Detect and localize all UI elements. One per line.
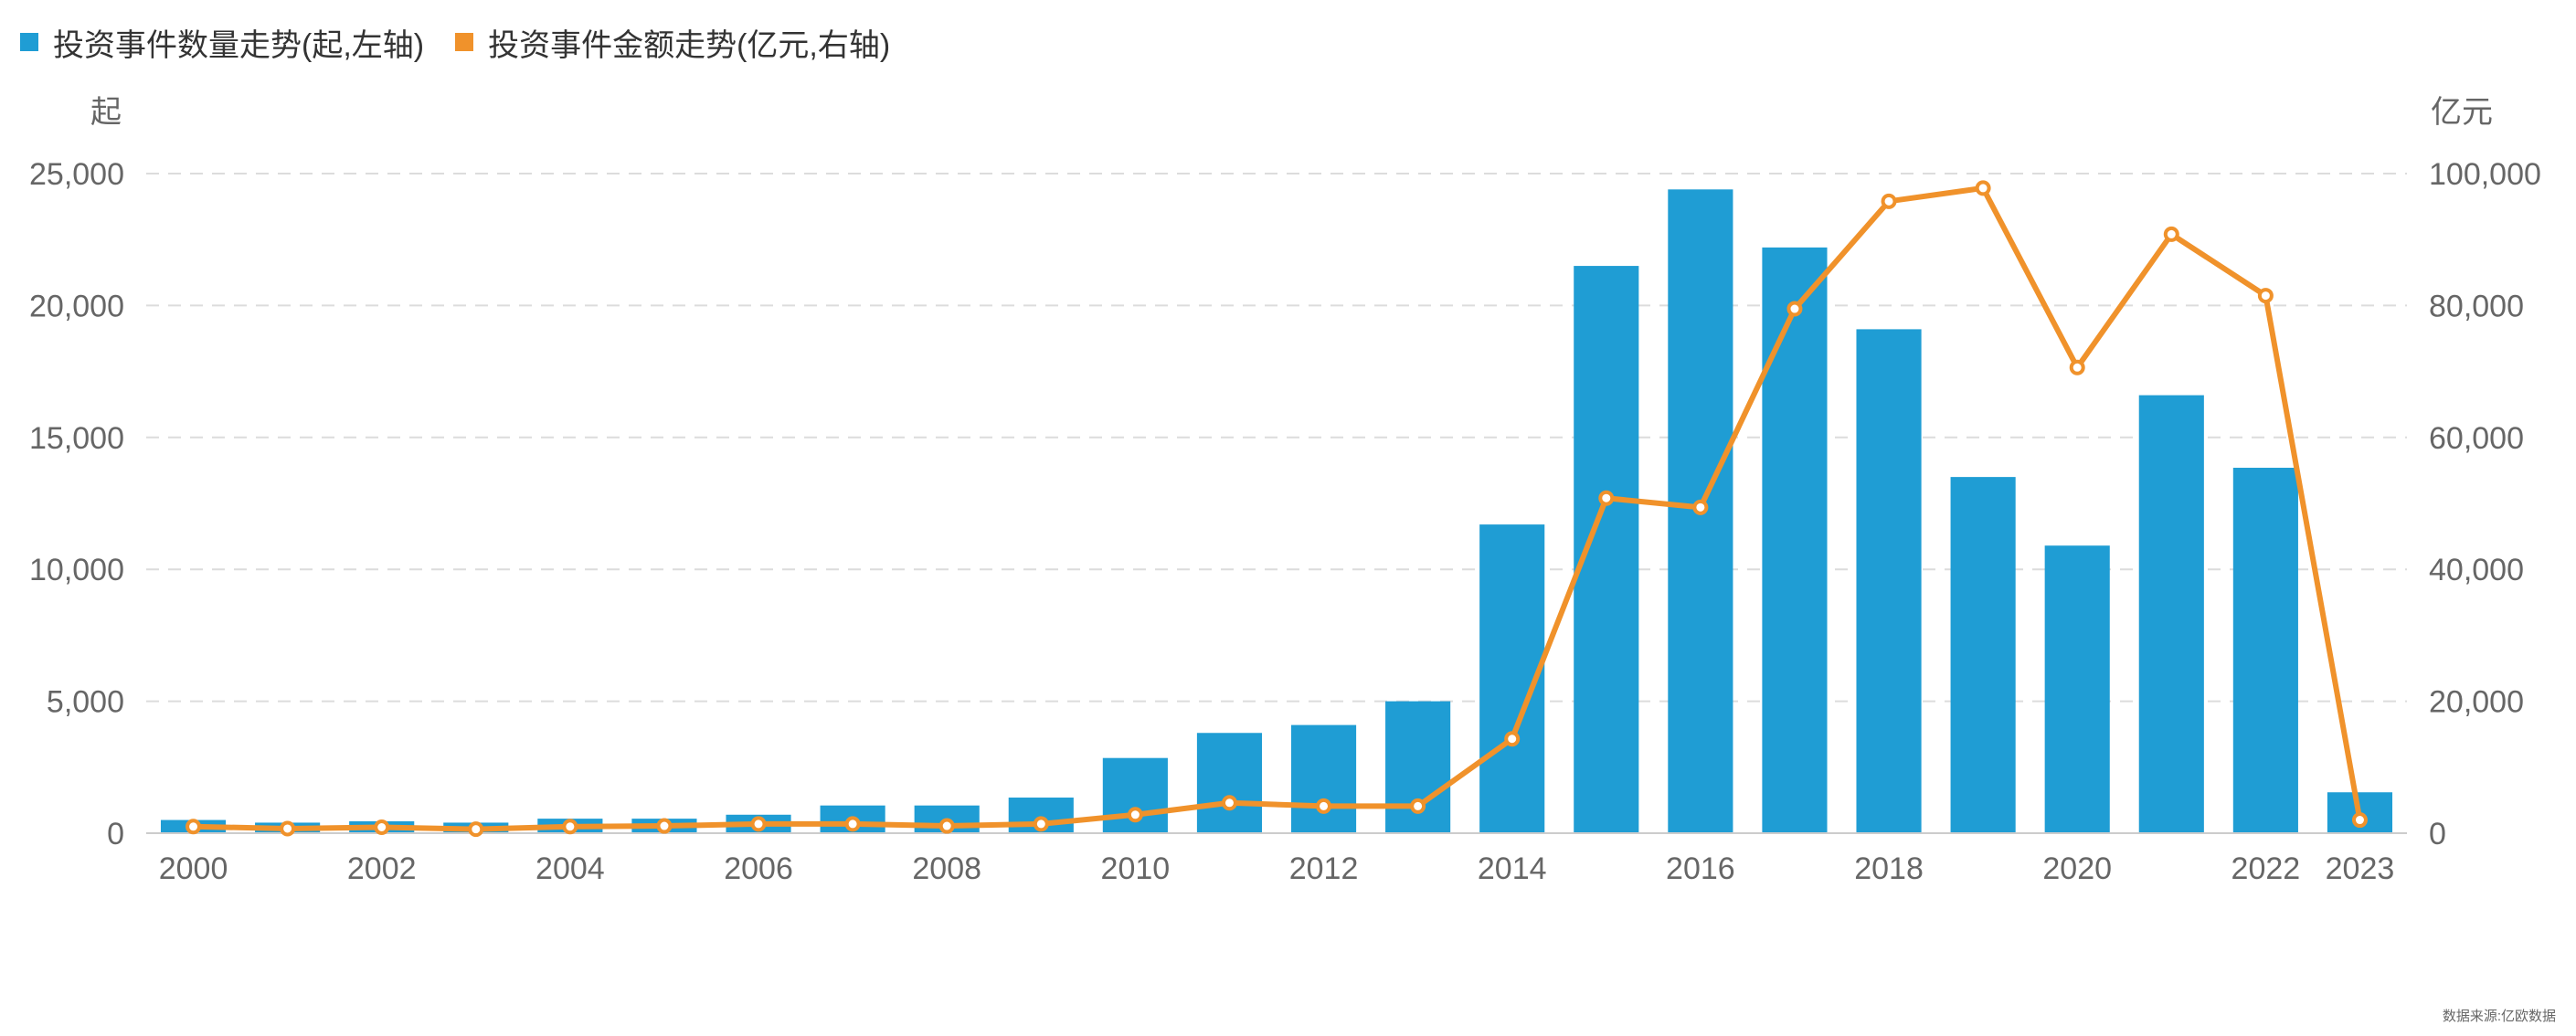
x-axis-tick-label: 2020 xyxy=(2042,851,2112,886)
bar-2012 xyxy=(1290,724,1357,833)
left-axis-unit: 起 xyxy=(90,95,122,130)
right-axis-tick-label: 0 xyxy=(2429,817,2446,851)
legend: 投资事件数量走势(起,左轴) 投资事件金额走势(亿元,右轴) xyxy=(20,16,921,68)
bar-2020 xyxy=(2044,545,2110,833)
data-source-note: 数据来源:亿欧数据 xyxy=(2442,1009,2556,1024)
line-point-2004 xyxy=(562,819,578,835)
x-axis-tick-label: 2010 xyxy=(1101,851,1171,886)
legend-label-count: 投资事件数量走势(起,左轴) xyxy=(53,27,425,63)
right-axis-ticks: 0 20,000 40,000 60,000 80,000 100,000 xyxy=(2429,157,2541,851)
line-point-2003 xyxy=(468,821,484,838)
line-point-2018 xyxy=(1881,193,1897,209)
x-axis-tick-label: 2004 xyxy=(535,851,605,886)
bar-2017 xyxy=(1762,247,1828,833)
line-point-2019 xyxy=(1975,180,1991,196)
line-point-2011 xyxy=(1221,795,1237,811)
line-point-2012 xyxy=(1316,798,1332,814)
line-series xyxy=(186,180,2368,838)
x-axis-tick-label: 2022 xyxy=(2231,851,2301,886)
right-axis-tick-label: 100,000 xyxy=(2429,157,2541,192)
line-point-2008 xyxy=(938,818,955,834)
line-point-2001 xyxy=(280,820,296,837)
line-point-2014 xyxy=(1504,731,1521,747)
line-point-2009 xyxy=(1033,816,1049,832)
right-axis-tick-label: 20,000 xyxy=(2429,685,2524,720)
line-point-2010 xyxy=(1127,807,1143,823)
x-axis-tick-label: 2018 xyxy=(1854,851,1924,886)
line-point-2016 xyxy=(1692,499,1709,515)
x-axis-tick-label: 2000 xyxy=(159,851,228,886)
x-axis-tick-label: 2016 xyxy=(1666,851,1735,886)
right-axis-tick-label: 80,000 xyxy=(2429,289,2524,323)
line-point-2005 xyxy=(656,818,673,834)
left-axis-tick-label: 0 xyxy=(107,817,124,851)
bar-series xyxy=(160,189,2393,834)
x-axis-tick-label: 2006 xyxy=(724,851,793,886)
line-point-2022 xyxy=(2257,288,2274,304)
legend-item-amount[interactable]: 投资事件金额走势(亿元,右轴) xyxy=(455,20,890,65)
bar-2021 xyxy=(2138,395,2204,833)
right-axis-tick-label: 60,000 xyxy=(2429,421,2524,456)
left-axis-tick-label: 25,000 xyxy=(29,157,124,192)
left-axis-tick-label: 15,000 xyxy=(29,421,124,456)
line-point-2002 xyxy=(374,819,390,836)
x-axis-tick-label: 2023 xyxy=(2326,851,2395,886)
amount-line xyxy=(193,185,2363,832)
bar-2022 xyxy=(2232,468,2298,833)
x-axis-tick-label: 2014 xyxy=(1478,851,1547,886)
line-point-2015 xyxy=(1598,490,1615,506)
axes: 起 亿元 xyxy=(90,95,2493,834)
right-axis-unit: 亿元 xyxy=(2431,95,2493,130)
x-axis-tick-label: 2012 xyxy=(1289,851,1359,886)
gridlines xyxy=(146,173,2407,703)
line-point-2023 xyxy=(2351,812,2368,829)
line-point-2020 xyxy=(2069,359,2085,375)
x-axis-tick-label: 2002 xyxy=(347,851,417,886)
left-axis-tick-label: 5,000 xyxy=(47,685,124,720)
x-axis-ticks: 2000 2002 2004 2006 2008 2010 2012 2014 2016 2018… xyxy=(159,851,2395,886)
x-axis-tick-label: 2008 xyxy=(912,851,981,886)
line-point-2017 xyxy=(1786,301,1803,317)
bar-series-swatch-icon xyxy=(20,33,38,51)
left-axis-tick-label: 10,000 xyxy=(29,553,124,587)
legend-item-count[interactable]: 投资事件数量走势(起,左轴) xyxy=(20,20,424,65)
line-point-2013 xyxy=(1410,798,1426,814)
line-point-2007 xyxy=(844,816,861,832)
right-axis-tick-label: 40,000 xyxy=(2429,553,2524,587)
bar-2011 xyxy=(1196,733,1263,833)
left-axis-ticks: 0 5,000 10,000 15,000 20,000 25,000 xyxy=(29,157,124,851)
line-point-2021 xyxy=(2163,226,2179,242)
legend-label-amount: 投资事件金额走势(亿元,右轴) xyxy=(488,27,891,63)
left-axis-tick-label: 20,000 xyxy=(29,289,124,323)
bar-2019 xyxy=(1950,477,2016,833)
line-series-swatch-icon xyxy=(455,33,474,51)
line-point-2006 xyxy=(750,816,767,832)
line-point-2000 xyxy=(186,819,202,835)
bar-2018 xyxy=(1856,329,1922,834)
